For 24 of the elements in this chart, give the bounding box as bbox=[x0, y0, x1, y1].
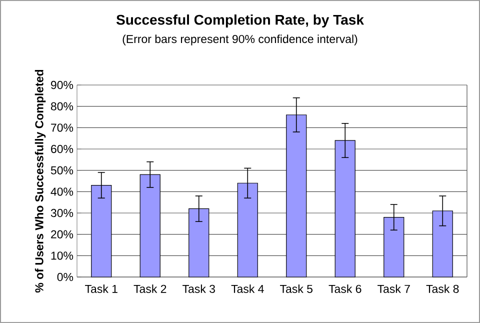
y-tick-label: 30% bbox=[50, 208, 74, 218]
bar bbox=[188, 208, 210, 278]
y-axis-title: % of Users Who Successfully Completed bbox=[34, 70, 46, 293]
bar bbox=[237, 182, 258, 278]
y-tick-label: 50% bbox=[50, 166, 74, 174]
y-tick-label: 40% bbox=[50, 188, 74, 196]
bar bbox=[140, 174, 160, 278]
x-tick-label: Task 8 bbox=[426, 284, 459, 293]
x-tick-label: Task 6 bbox=[328, 284, 362, 293]
y-tick-label: 10% bbox=[51, 252, 74, 260]
x-tick-label: Task 3 bbox=[182, 284, 215, 293]
y-tick-label: 20% bbox=[51, 230, 74, 238]
chart-title: Successful Completion Rate, by Task bbox=[116, 14, 364, 28]
x-tick-label: Task 4 bbox=[231, 284, 264, 293]
y-tick-label: 70% bbox=[51, 124, 74, 132]
x-tick-label: Task 7 bbox=[378, 284, 410, 293]
y-tick-label: 60% bbox=[51, 144, 74, 154]
y-tick-label: 90% bbox=[51, 80, 74, 90]
x-tick-label: Task 2 bbox=[134, 284, 166, 293]
y-tick-label: 80% bbox=[50, 102, 74, 110]
chart-subtitle: (Error bars represent 90% confidence interval) bbox=[122, 34, 358, 46]
x-tick-label: Task 5 bbox=[280, 284, 312, 293]
y-tick-label: 0% bbox=[57, 272, 74, 282]
x-tick-label: Task 1 bbox=[85, 284, 118, 293]
